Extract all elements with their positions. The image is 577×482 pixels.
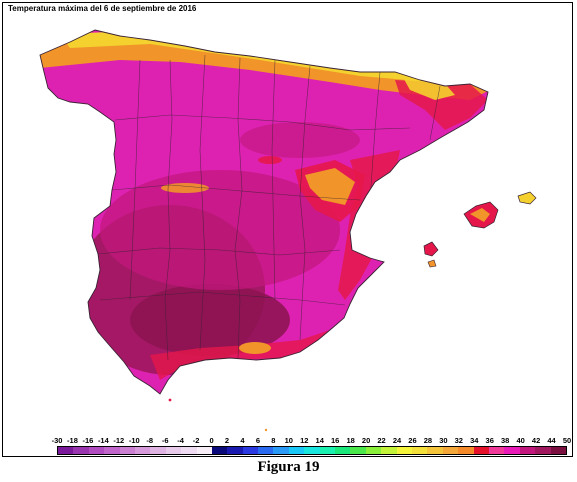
legend-label: 16 xyxy=(331,436,340,445)
legend-swatch xyxy=(535,447,551,454)
province-borders xyxy=(97,54,441,361)
very-hot-central xyxy=(100,170,340,290)
legend-label: 0 xyxy=(209,436,214,445)
legend-label: 44 xyxy=(547,436,556,445)
legend-swatch xyxy=(504,447,520,454)
legend-label: 4 xyxy=(240,436,245,445)
legend-label: -18 xyxy=(67,436,78,445)
legend-swatch xyxy=(550,447,566,454)
legend-label: 42 xyxy=(531,436,541,445)
legend-swatch xyxy=(365,447,382,454)
legend-swatch xyxy=(104,447,120,454)
legend-swatch xyxy=(381,447,397,454)
legend-label: 24 xyxy=(392,436,402,445)
figure-caption: Figura 19 xyxy=(257,459,320,475)
map-title: Temperatura máxima del 6 de septiembre d… xyxy=(8,4,197,13)
legend-swatch xyxy=(350,447,366,454)
legend-swatch xyxy=(411,447,428,454)
legend-label: 18 xyxy=(346,436,355,445)
legend-swatch xyxy=(58,447,74,454)
legend-label: 38 xyxy=(501,436,510,445)
legend-label: 36 xyxy=(485,436,494,445)
legend-swatch xyxy=(258,447,274,454)
legend-swatch xyxy=(319,447,336,454)
legend-label: 6 xyxy=(255,436,260,445)
legend-swatch xyxy=(227,447,243,454)
legend-label: 10 xyxy=(284,436,293,445)
menorca xyxy=(517,191,537,205)
legend-swatch xyxy=(134,447,151,454)
legend-swatch xyxy=(442,447,459,454)
ceuta-dot xyxy=(168,398,172,402)
legend-swatch xyxy=(335,447,351,454)
iberian-peninsula xyxy=(40,30,488,394)
legend-swatch xyxy=(73,447,89,454)
legend-swatch xyxy=(88,447,105,454)
legend-swatch xyxy=(458,447,474,454)
legend-label: 26 xyxy=(408,436,417,445)
warm-levante-coast xyxy=(338,150,400,300)
legend-label: 22 xyxy=(377,436,386,445)
alboran-dot xyxy=(264,428,268,432)
warm-sierra-nevada xyxy=(239,342,271,354)
legend-swatch xyxy=(119,447,135,454)
legend-label: 40 xyxy=(516,436,525,445)
legend-label: -14 xyxy=(97,436,109,445)
mallorca-inner xyxy=(470,208,490,222)
ibiza xyxy=(423,241,439,257)
very-hot-ebro xyxy=(240,122,360,158)
legend-label: 28 xyxy=(423,436,433,445)
legend-label: 32 xyxy=(454,436,463,445)
warm-moncayo xyxy=(258,156,282,164)
legend-label: -2 xyxy=(192,436,200,445)
legend-label: -12 xyxy=(113,436,125,445)
temperature-map xyxy=(39,29,537,432)
legend-swatch xyxy=(196,447,212,454)
legend-swatch xyxy=(211,447,228,454)
legend-label: -6 xyxy=(161,436,169,445)
legend-label: 30 xyxy=(439,436,448,445)
peninsula-outline xyxy=(39,29,489,395)
legend-label: 2 xyxy=(224,436,230,445)
legend-swatch xyxy=(150,447,166,454)
legend-label: 34 xyxy=(470,436,479,445)
formentera xyxy=(427,259,437,268)
legend-label: -30 xyxy=(51,436,63,445)
legend-swatch xyxy=(181,447,197,454)
legend-swatch xyxy=(473,447,489,454)
warm-pyrenees-yellow xyxy=(400,72,455,100)
legend-swatch xyxy=(165,447,182,454)
legend-swatch xyxy=(242,447,259,454)
legend-swatch xyxy=(396,447,412,454)
legend-label: -10 xyxy=(128,436,140,445)
legend-swatch xyxy=(288,447,305,454)
legend-labels: -30 -18 -16 -14 -12 -10 -8 -6 -4 -2 0 2 4 6 8 10 12 14 16 1… xyxy=(52,436,572,446)
legend-label: 14 xyxy=(315,436,324,445)
legend-swatch xyxy=(519,447,536,454)
legend-swatch xyxy=(488,447,505,454)
legend-swatch xyxy=(273,447,289,454)
legend-label: 8 xyxy=(271,436,276,445)
legend-label: 12 xyxy=(300,436,309,445)
balearic-islands xyxy=(423,191,537,268)
warm-iberico-orange xyxy=(305,168,355,205)
legend-swatch xyxy=(304,447,320,454)
warm-south-coast xyxy=(150,330,330,380)
legend-label: -4 xyxy=(177,436,184,445)
legend-swatch xyxy=(427,447,443,454)
legend-label: 20 xyxy=(361,436,371,445)
legend-label: -8 xyxy=(146,436,154,445)
hot-core-guadalquivir xyxy=(130,284,290,356)
legend-color-bar xyxy=(57,446,567,455)
warm-north-coast xyxy=(40,36,488,100)
legend-label: 50 xyxy=(562,436,572,445)
legend-label: -16 xyxy=(82,436,94,445)
